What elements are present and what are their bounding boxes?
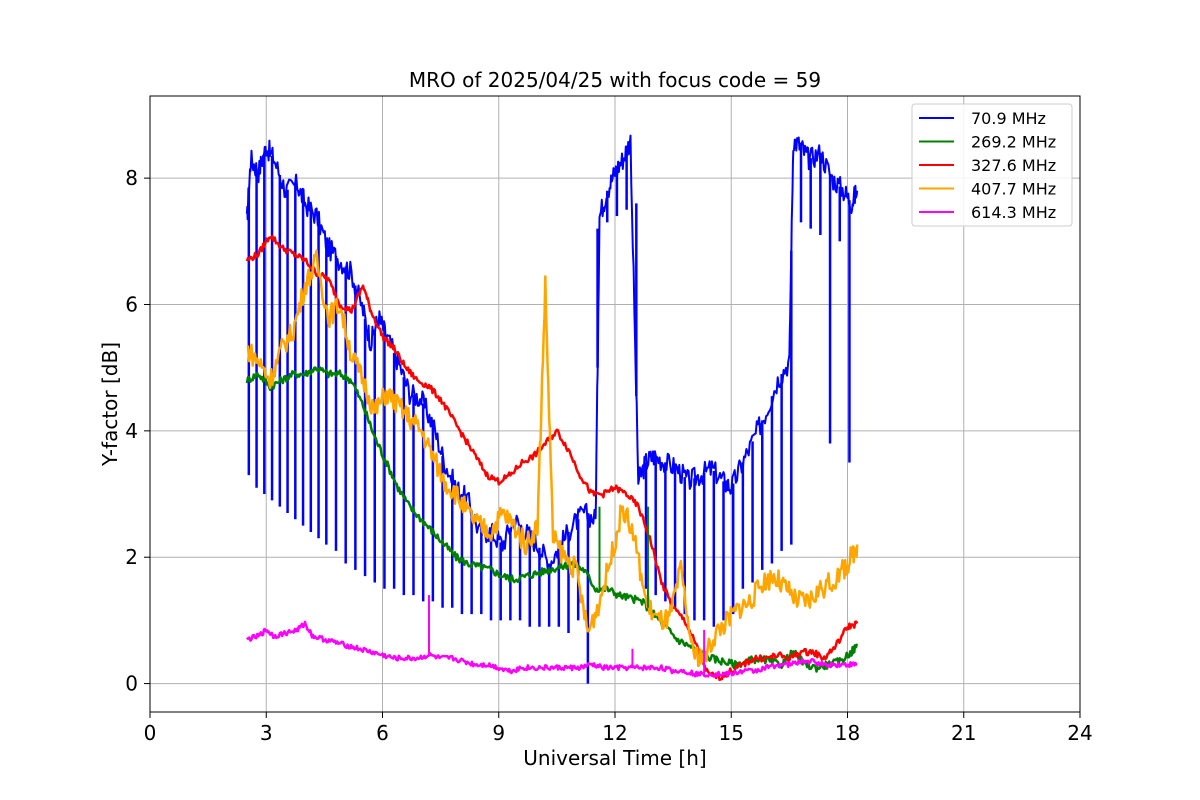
x-tick-label-7: 21 [951, 721, 976, 745]
y-tick-label-3: 6 [125, 292, 138, 316]
x-tick-label-4: 12 [602, 721, 627, 745]
series-2 [245, 234, 859, 682]
x-tick-label-2: 6 [376, 721, 389, 745]
y-axis-label: Y-factor [dB] [98, 342, 122, 467]
chart-title: MRO of 2025/04/25 with focus code = 59 [409, 68, 821, 92]
legend-label-0: 70.9 MHz [971, 109, 1046, 128]
legend-item-1: 269.2 MHz [919, 133, 1056, 152]
legend-item-2: 327.6 MHz [919, 156, 1056, 175]
legend: 70.9 MHz 269.2 MHz 327.6 MHz 407.7 MHz 614.3… [911, 103, 1073, 227]
x-axis-label: Universal Time [h] [523, 746, 706, 770]
x-tick-label-3: 9 [492, 721, 505, 745]
x-tick-label-6: 18 [835, 721, 860, 745]
series-4 [246, 620, 858, 678]
x-tick-label-0: 0 [144, 721, 157, 745]
x-tick-label-5: 15 [719, 721, 744, 745]
y-axis: 0 2 4 6 8 [125, 166, 150, 696]
series-3 [246, 249, 859, 668]
x-tick-label-1: 3 [260, 721, 273, 745]
legend-item-3: 407.7 MHz [919, 180, 1056, 199]
series-0 [245, 134, 859, 684]
legend-label-3: 407.7 MHz [971, 180, 1056, 199]
legend-label-4: 614.3 MHz [971, 203, 1056, 222]
legend-item-4: 614.3 MHz [919, 203, 1056, 222]
y-tick-label-0: 0 [125, 672, 138, 696]
legend-label-2: 327.6 MHz [971, 156, 1056, 175]
series-line-4 [246, 620, 858, 678]
legend-label-1: 269.2 MHz [971, 133, 1056, 152]
series-line-0 [245, 134, 859, 574]
legend-item-0: 70.9 MHz [919, 109, 1046, 128]
x-axis: 0 3 6 9 12 15 18 21 24 [144, 712, 1093, 745]
y-tick-label-2: 4 [125, 419, 138, 443]
y-tick-label-1: 2 [125, 545, 138, 569]
legend-box [911, 103, 1073, 227]
x-tick-label-8: 24 [1067, 721, 1092, 745]
y-tick-label-4: 8 [125, 166, 138, 190]
series-line-2 [245, 234, 859, 682]
plot-lines [245, 134, 859, 684]
series-line-3 [246, 249, 859, 668]
